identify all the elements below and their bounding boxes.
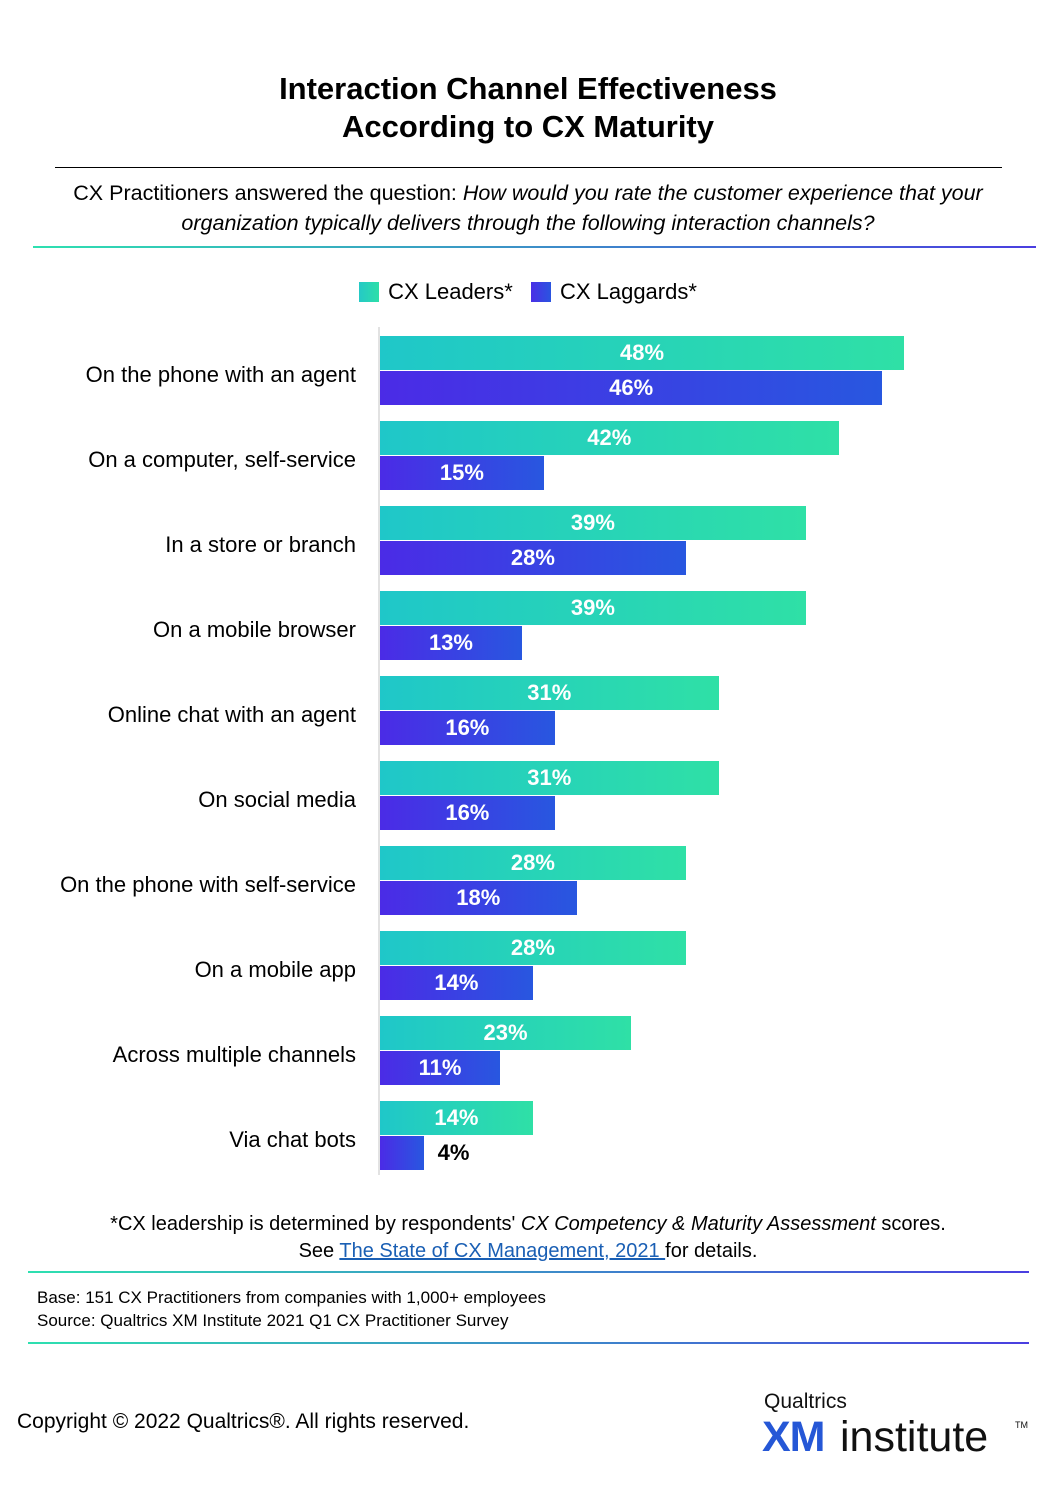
bar-leaders	[380, 421, 839, 455]
data-label-laggards: 14%	[434, 970, 479, 995]
logo-tm: TM	[1015, 1420, 1028, 1430]
bar-leaders	[380, 1101, 533, 1135]
question-prefix: CX Practitioners answered the question:	[73, 181, 463, 205]
chart-legend: CX Leaders* CX Laggards*	[0, 278, 1056, 309]
data-label-leaders: 31%	[527, 680, 572, 705]
legend-swatch-laggards	[530, 282, 551, 302]
category-label: On a mobile browser	[153, 617, 356, 642]
bar-leaders	[380, 931, 686, 965]
legend-label-laggards: CX Laggards*	[559, 279, 697, 304]
data-label-laggards: 13%	[428, 630, 473, 655]
data-label-laggards: 4%	[437, 1140, 470, 1165]
data-label-laggards: 46%	[609, 375, 654, 400]
question-text: How would you rate the customer experien…	[181, 181, 983, 235]
category-label: Online chat with an agent	[107, 702, 356, 727]
copyright-text: Copyright © 2022 Qualtrics®. All rights …	[17, 1410, 470, 1433]
data-label-laggards: 28%	[510, 545, 555, 570]
chart-title: Interaction Channel Effectiveness Accord…	[0, 70, 1056, 146]
bar-laggards	[380, 711, 555, 745]
bar-leaders	[380, 676, 719, 710]
bar-laggards	[380, 541, 686, 575]
category-label: On the phone with an agent	[85, 362, 356, 387]
bar-laggards	[380, 1136, 424, 1170]
question-divider	[33, 246, 1036, 248]
footnote-see: See	[298, 1240, 340, 1262]
survey-question: CX Practitioners answered the question: …	[20, 178, 1036, 238]
footnote-line-1: *CX leadership is determined by responde…	[0, 1211, 1056, 1238]
base-source-block: Base: 151 CX Practitioners from companie…	[37, 1286, 546, 1332]
category-label: In a store or branch	[165, 532, 356, 557]
legend-label-leaders: CX Leaders*	[388, 279, 513, 304]
bar-leaders	[380, 506, 806, 540]
logo-xm: XM	[762, 1413, 825, 1461]
category-label: Across multiple channels	[112, 1042, 356, 1067]
data-label-laggards: 11%	[418, 1055, 462, 1080]
category-label: Via chat bots	[229, 1127, 356, 1152]
bar-leaders	[380, 336, 905, 370]
data-label-leaders: 48%	[620, 340, 665, 365]
title-divider	[55, 167, 1002, 168]
footnote-assessment-name: CX Competency & Maturity Assessment	[520, 1213, 876, 1235]
footnote-divider	[28, 1271, 1029, 1273]
bar-laggards	[380, 371, 883, 405]
footnote-details: for details.	[665, 1240, 758, 1262]
legend-item-leaders: CX Leaders*	[359, 278, 513, 306]
category-label: On the phone with self-service	[60, 872, 356, 897]
chart-axis-line	[378, 327, 380, 1175]
source-divider	[28, 1342, 1029, 1344]
category-label: On social media	[198, 787, 356, 812]
xm-institute-logo: Qualtrics XM institute TM	[762, 1388, 1037, 1468]
data-label-leaders: 14%	[434, 1105, 479, 1130]
data-label-laggards: 16%	[445, 800, 490, 825]
footnote-prefix: *CX leadership is determined by responde…	[110, 1213, 521, 1235]
bar-laggards	[380, 966, 533, 1000]
bar-leaders	[380, 591, 806, 625]
footnote-line-2: See The State of CX Management, 2021 for…	[0, 1238, 1056, 1265]
legend-item-laggards: CX Laggards*	[530, 278, 697, 306]
bar-laggards	[380, 1051, 501, 1085]
data-label-leaders: 39%	[570, 595, 615, 620]
legend-swatch-leaders	[359, 282, 380, 302]
data-label-laggards: 16%	[445, 715, 490, 740]
source-text: Source: Qualtrics XM Institute 2021 Q1 C…	[37, 1311, 509, 1330]
data-label-laggards: 15%	[439, 460, 484, 485]
base-text: Base: 151 CX Practitioners from companie…	[37, 1288, 546, 1307]
data-label-leaders: 28%	[510, 935, 555, 960]
bar-laggards	[380, 796, 555, 830]
logo-institute: institute	[840, 1413, 989, 1461]
data-label-laggards: 18%	[456, 885, 501, 910]
category-label: On a mobile app	[194, 957, 356, 982]
logo-qualtrics: Qualtrics	[764, 1390, 847, 1413]
bar-laggards	[380, 626, 522, 660]
data-label-leaders: 39%	[570, 510, 615, 535]
bar-leaders	[380, 761, 719, 795]
chart-title-line-1: Interaction Channel Effectiveness	[279, 71, 777, 106]
data-label-leaders: 28%	[510, 850, 555, 875]
footnote: *CX leadership is determined by responde…	[0, 1211, 1056, 1265]
category-label: On a computer, self-service	[88, 447, 356, 472]
bar-laggards	[380, 881, 577, 915]
bar-leaders	[380, 1016, 632, 1050]
data-label-leaders: 42%	[587, 425, 632, 450]
report-link[interactable]: The State of CX Management, 2021	[339, 1240, 666, 1262]
bar-laggards	[380, 456, 544, 490]
data-label-leaders: 31%	[527, 765, 572, 790]
footnote-suffix: scores.	[875, 1213, 946, 1235]
chart-title-line-2: According to CX Maturity	[341, 109, 714, 144]
bar-leaders	[380, 846, 686, 880]
data-label-leaders: 23%	[483, 1020, 528, 1045]
